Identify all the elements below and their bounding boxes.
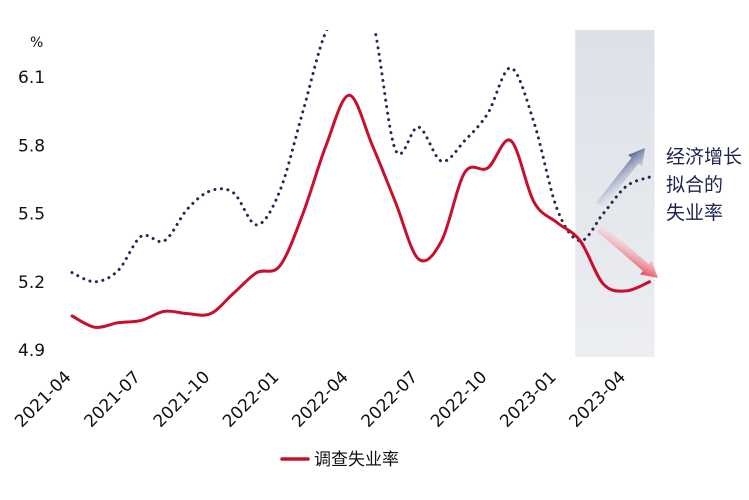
x-tick-label: 2023-01 <box>496 367 560 431</box>
annotation-line-1: 经济增长 <box>666 146 742 168</box>
annotation: 经济增长 拟合的 失业率 <box>666 146 742 224</box>
x-tick-label: 2023-04 <box>566 367 630 431</box>
annotation-line-3: 失业率 <box>666 202 723 224</box>
x-tick-label: 2022-07 <box>358 367 422 431</box>
x-tick-label: 2022-01 <box>219 367 283 431</box>
x-tick-label: 2021-07 <box>80 367 144 431</box>
y-tick-label: 5.5 <box>18 205 45 225</box>
series-line-dotted <box>72 5 650 282</box>
y-axis-unit: % <box>30 35 43 51</box>
y-axis: 4.9 5.2 5.5 5.8 6.1 <box>18 68 45 361</box>
legend: 调查失业率 <box>282 450 399 470</box>
annotation-line-2: 拟合的 <box>666 174 723 196</box>
series-line-survey-unemployment <box>72 95 650 327</box>
legend-label: 调查失业率 <box>314 450 399 470</box>
x-axis: 2021-04 2021-07 2021-10 2022-01 2022-04 2022-… <box>11 367 630 431</box>
x-tick-label: 2022-04 <box>288 367 352 431</box>
y-tick-label: 6.1 <box>18 68 45 88</box>
y-tick-label: 5.8 <box>18 136 45 156</box>
highlight-band <box>575 30 654 357</box>
x-tick-label: 2021-04 <box>11 367 75 431</box>
plot-area <box>72 5 650 328</box>
y-tick-label: 4.9 <box>18 341 45 361</box>
x-tick-label: 2021-10 <box>150 367 214 431</box>
x-tick-label: 2022-10 <box>427 367 491 431</box>
y-tick-label: 5.2 <box>18 273 45 293</box>
